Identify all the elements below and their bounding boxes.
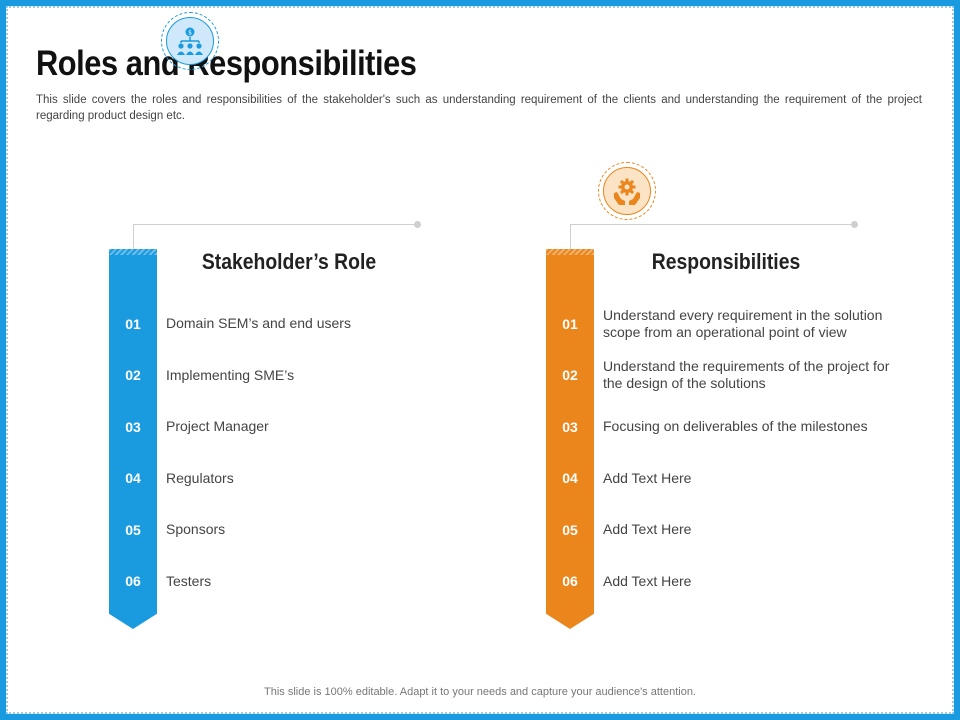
item-text: Implementing SME’s [166,366,295,383]
item-text: Focusing on deliverables of the mileston… [603,418,868,435]
responsibilities-connector [570,221,858,249]
item-number: 04 [125,470,141,487]
responsibilities-number-bar [546,249,594,629]
item-text: Project Manager [166,418,269,435]
item-number: 01 [125,315,141,332]
hands-gear-icon [614,178,640,205]
slide: Roles and Responsibilities This slide co… [8,8,952,712]
list-item: 06 Testers [109,556,509,608]
list-item: 02 Understand the requirements of the pr… [546,350,946,402]
list-item: 02 Implementing SME’s [109,350,509,402]
item-number: 05 [125,521,141,538]
item-text: Add Text Here [603,469,692,486]
footer-note: This slide is 100% editable. Adapt it to… [264,686,696,698]
item-number: 04 [562,470,578,487]
item-number: 06 [125,573,141,590]
stakeholders-connector [133,221,421,249]
list-item: 04 Regulators [109,453,509,505]
list-item: 06 Add Text Here [546,556,946,608]
stakeholders-heading: Stakeholder’s Role [201,249,377,274]
list-item: 04 Add Text Here [546,453,946,505]
slide-frame: Roles and Responsibilities This slide co… [6,6,954,714]
list-item: 01 Domain SEM’s and end users [109,298,509,350]
item-number: 02 [125,367,141,384]
item-text: Add Text Here [603,572,692,589]
list-item: 01 Understand every requirement in the s… [546,298,946,350]
item-number: 03 [125,418,141,435]
item-number: 01 [562,315,578,332]
list-item: 03 Project Manager [109,401,509,453]
stakeholders-icon-badge: $ [161,12,219,70]
item-text: Add Text Here [603,521,692,538]
stakeholders-icon: $ [177,27,203,55]
item-number: 03 [562,418,578,435]
item-text: Regulators [166,469,234,486]
stakeholders-list: 01 Domain SEM’s and end users 02 Impleme… [109,298,509,607]
list-item: 05 Add Text Here [546,504,946,556]
responsibilities-icon-badge [598,162,656,220]
item-text: Understand the requirements of the proje… [603,358,890,392]
item-number: 05 [562,521,578,538]
stakeholders-number-bar [109,249,157,629]
slide-title: Roles and Responsibilities [36,44,417,83]
item-number: 06 [562,573,578,590]
list-item: 05 Sponsors [109,504,509,556]
item-number: 02 [562,367,578,384]
responsibilities-column: Responsibilities 01 Understand every req… [8,158,952,638]
list-item: 03 Focusing on deliverables of the miles… [546,401,946,453]
item-text: Understand every requirement in the solu… [603,306,883,340]
responsibilities-list: 01 Understand every requirement in the s… [546,298,946,607]
item-text: Testers [166,572,212,589]
slide-subtitle: This slide covers the roles and responsi… [36,94,922,122]
stakeholders-column-body: Stakeholder’s Role 01 Domain SEM’s and e… [8,158,952,638]
svg-text:$: $ [188,29,192,36]
responsibilities-heading: Responsibilities [651,249,801,274]
item-text: Domain SEM’s and end users [166,315,351,332]
item-text: Sponsors [166,521,226,538]
